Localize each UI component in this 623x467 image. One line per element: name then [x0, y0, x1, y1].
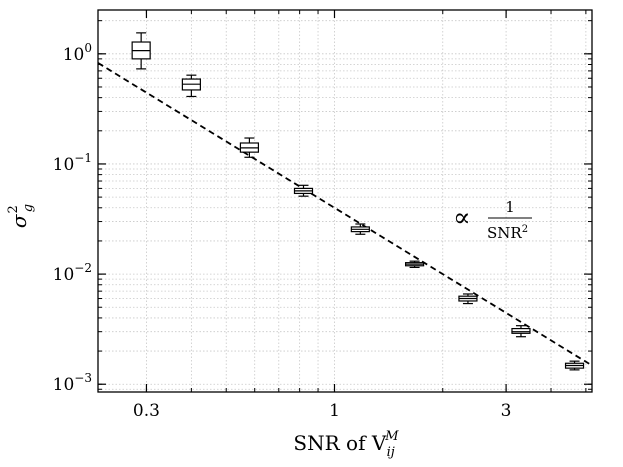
box-plot: [511, 325, 531, 338]
reference-line: [97, 62, 593, 367]
svg-text:σ2g: σ2g: [6, 204, 36, 228]
box-plot: [181, 74, 201, 98]
box-plot: [458, 293, 478, 305]
x-tick-label: 0.3: [133, 401, 160, 421]
reference-line-layer: [97, 62, 593, 367]
y-tick-label: 100: [63, 41, 92, 65]
y-tick-label: 10−2: [53, 261, 92, 285]
y-tick-label: 10−1: [53, 151, 92, 175]
tick-layer: 0.3 1 3 100 10−1 10−2 10−3: [53, 10, 592, 421]
box-plot: [131, 32, 151, 70]
box-layer: [131, 32, 585, 371]
box-plot: [350, 223, 370, 235]
annotation-numerator: 1: [505, 198, 515, 216]
box-plot: [239, 137, 260, 158]
box-plot: [293, 184, 314, 197]
box-body: [511, 327, 531, 334]
annotation-prefix: ∝: [453, 203, 471, 233]
annotation-denominator: SNR2: [487, 224, 528, 242]
annotation: ∝ 1 SNR2: [453, 198, 532, 242]
grid-lines: [98, 10, 592, 392]
y-axis-label: σ2g: [6, 204, 36, 228]
box-plot: [404, 260, 425, 269]
x-tick-label: 3: [501, 401, 512, 421]
y-tick-label: 10−3: [53, 371, 92, 395]
plot-frame: [97, 9, 593, 393]
x-tick-label: 1: [329, 401, 340, 421]
x-axis-label: SNR of VM ij: [293, 429, 399, 460]
box-plot: [564, 360, 585, 371]
